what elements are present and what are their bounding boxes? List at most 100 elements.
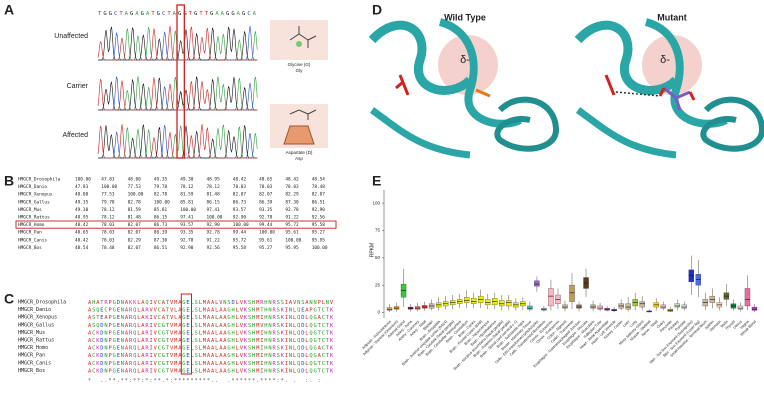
box	[499, 300, 505, 307]
cell: 81.48	[207, 192, 221, 198]
cell: 87.30	[285, 199, 299, 205]
panel-label: A	[4, 2, 14, 18]
seq-residues: ACKDNPGENARQLARIVCGTVMAGELSLMAALAAGHLVKS…	[88, 368, 334, 374]
cell: 93.35	[180, 230, 194, 236]
charge-label: δ-	[460, 54, 470, 66]
consensus: * ..**.**:**:*:**.*:*********.. .******.…	[88, 378, 321, 384]
box	[751, 306, 758, 311]
cell: 86.51	[312, 199, 326, 205]
cell: 86.15	[154, 215, 168, 221]
x-tick-label: Ovary	[656, 319, 666, 329]
box	[688, 269, 694, 283]
box	[534, 280, 540, 287]
row-name: HMGCR_Homo	[18, 222, 45, 228]
x-tick-label: Lung	[629, 320, 637, 328]
box	[590, 304, 596, 309]
y-tick-label: 75	[375, 228, 381, 233]
row-name: HMGCR_Drosophila	[18, 177, 61, 183]
seq-residues: AHATRPGDNAKKLAQIVCATVMAGELSLMAALVNSDLVKS…	[88, 300, 334, 306]
cell: 78.03	[101, 230, 115, 236]
cell: 92.90	[312, 207, 326, 213]
seq-residues: ACKDNPGENARQLARIVCGTVMAGELSLMAALAAGHLVKS…	[88, 338, 334, 344]
cell: 95.58	[233, 245, 247, 251]
cell: 86.39	[259, 199, 273, 205]
seq-residues: ACKDNPGENARQLARIVCGTVMAGELSLMAALAAGHLVKS…	[88, 353, 334, 359]
seq-residues: ASQDNPGENARQLARIVCGTVMAGELSLMAALAAGHLVKS…	[88, 322, 334, 328]
panel-label: B	[4, 173, 14, 189]
cell: 47.83	[101, 177, 115, 183]
cell: 49.35	[75, 199, 89, 205]
cell: 93.35	[259, 207, 273, 213]
row-name: HMGCR_Pan	[18, 230, 42, 236]
cell: 91.22	[207, 237, 221, 243]
glycine-structure	[289, 26, 317, 48]
cell: 100.00	[259, 230, 275, 236]
mutation-highlight	[176, 4, 185, 159]
cell: 82.07	[128, 230, 142, 236]
cell: 48.95	[207, 177, 221, 183]
panel-label: E	[372, 173, 381, 189]
genotype-label: Carrier	[67, 83, 89, 90]
panel-label: C	[4, 291, 14, 307]
cell: 86.39	[154, 230, 168, 236]
box	[744, 288, 751, 307]
cell: 78.03	[259, 184, 273, 190]
cell: 92.78	[259, 215, 273, 221]
row-name: HMGCR_Gallus	[18, 199, 50, 205]
y-axis-label: RPKM	[369, 243, 375, 257]
cell: 48.54	[312, 177, 326, 183]
cell: 48.65	[75, 230, 89, 236]
cell: 48.42	[233, 177, 247, 183]
seq-name: HMGCR_Mus	[18, 330, 45, 336]
cell: 95.61	[285, 230, 299, 236]
cell: 95.27	[312, 230, 326, 236]
seq-name: HMGCR_Homo	[18, 345, 48, 351]
cell: 95.58	[312, 222, 326, 228]
seq-residues: ACKDNPGENARQLARIVCGTVMAGELSLMAALAAGHLVKS…	[88, 360, 334, 366]
row-name: HMGCR_Xenopus	[18, 192, 53, 198]
cell: 49.30	[180, 177, 194, 183]
cell: 48.42	[75, 237, 89, 243]
cell: 78.48	[101, 245, 115, 251]
box	[548, 288, 554, 307]
cell: 95.61	[259, 237, 273, 243]
cell: 100.00	[154, 199, 170, 205]
x-tick-label: Spleen	[704, 320, 715, 331]
row-highlight	[15, 220, 337, 229]
cell: 78.12	[207, 184, 221, 190]
seq-name: HMGCR_Pan	[18, 353, 45, 359]
x-tick-label: Adipose - Visceral (Omentum)	[362, 320, 399, 357]
seq-name: HMGCR_Canis	[18, 360, 51, 366]
cell: 81.59	[180, 192, 194, 198]
box	[576, 304, 582, 309]
cell: 78.12	[101, 215, 115, 221]
residue-abbr: Gly	[296, 68, 304, 73]
box	[527, 305, 533, 310]
cell: 82.78	[154, 192, 168, 198]
row-name: HMGCR_Canis	[18, 237, 47, 243]
x-tick-label: Thyroid	[725, 320, 736, 331]
cell: 92.56	[312, 215, 326, 221]
cell: 99.44	[259, 222, 273, 228]
structure-title: Wild Type	[444, 12, 486, 22]
genotype-label: Affected	[62, 132, 88, 139]
cell: 48.42	[285, 177, 299, 183]
x-tick-label: Liver	[622, 319, 631, 328]
cell: 92.78	[207, 230, 221, 236]
box	[464, 297, 470, 303]
cell: 92.90	[233, 215, 247, 221]
cell: 82.07	[312, 192, 326, 198]
cell: 48.54	[75, 245, 89, 251]
cell: 92.78	[180, 237, 194, 243]
cell: 78.03	[101, 237, 115, 243]
cell: 95.95	[312, 237, 326, 243]
cell: 48.00	[75, 192, 89, 198]
cell: 48.65	[259, 177, 273, 183]
box	[737, 305, 744, 310]
y-tick-label: 25	[375, 282, 381, 287]
structure-wild-type	[368, 18, 560, 159]
cell: 100.00	[101, 184, 117, 190]
